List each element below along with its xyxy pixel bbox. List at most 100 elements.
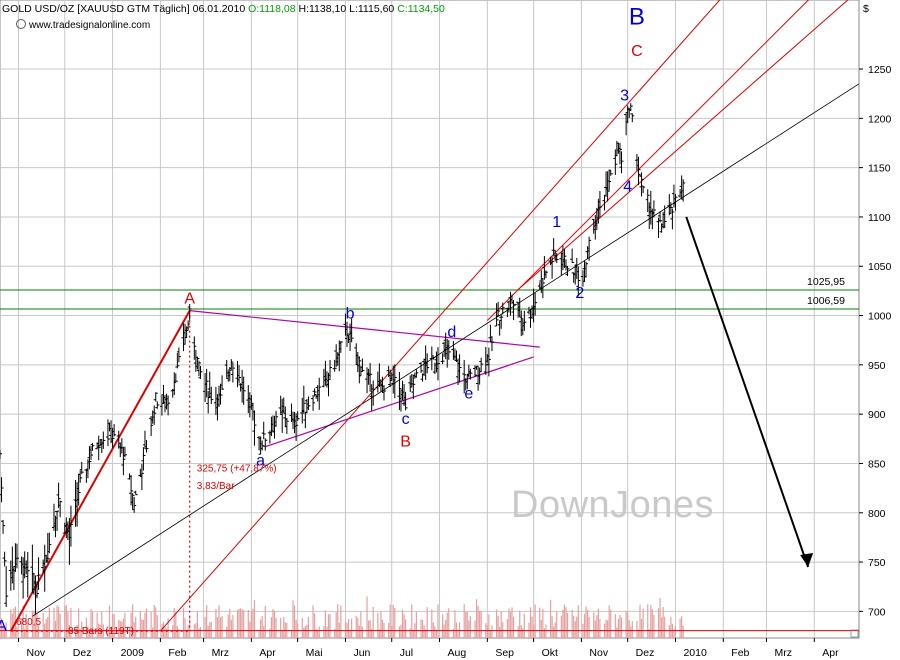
wave-label-B: B bbox=[629, 4, 645, 31]
ohlc-bar bbox=[204, 368, 209, 398]
ohlc-bar bbox=[397, 371, 402, 410]
wave-label-e: e bbox=[464, 385, 473, 402]
ohlc-bar bbox=[576, 266, 581, 297]
ohlc-bar bbox=[597, 191, 602, 219]
wave-label-3: 3 bbox=[620, 88, 629, 105]
source-link[interactable]: www.tradesignalonline.com bbox=[16, 19, 150, 31]
ohlc-bar bbox=[76, 473, 81, 506]
y-tick-label: 1100 bbox=[868, 212, 891, 224]
forecast-arrow-head bbox=[800, 553, 814, 568]
ohlc-bar bbox=[14, 543, 19, 569]
ohlc-bar bbox=[658, 211, 663, 223]
ohlc-bar bbox=[419, 362, 424, 373]
ohlc-bar bbox=[175, 352, 180, 369]
wave-label-1: 1 bbox=[552, 214, 561, 231]
ohlc-bar bbox=[371, 380, 376, 406]
ohlc-bar bbox=[435, 347, 440, 381]
wave-label-a: a bbox=[256, 452, 265, 469]
ohlc-bar bbox=[181, 323, 186, 352]
ohlc-bar bbox=[605, 171, 610, 202]
ohlc-bar bbox=[332, 359, 337, 372]
wave-label-d: d bbox=[447, 324, 456, 341]
ohlc-bar bbox=[227, 366, 232, 382]
ohlc-bar bbox=[403, 391, 408, 411]
ohlc-bar bbox=[500, 302, 505, 315]
ohlc-bar bbox=[230, 362, 235, 383]
ohlc-bar bbox=[457, 354, 462, 383]
ohlc-bar bbox=[411, 374, 416, 399]
ohlc-bar bbox=[195, 356, 200, 370]
corner-resize-icon bbox=[850, 629, 859, 638]
wave-label-A: A bbox=[184, 291, 195, 308]
ohlc-bar bbox=[562, 248, 567, 268]
ohlc-bar bbox=[45, 533, 50, 564]
ohlc-bar bbox=[440, 353, 445, 365]
wave-label-b: b bbox=[346, 306, 355, 323]
quote-date: 06.01.2010 bbox=[192, 3, 246, 15]
ohlc-bar bbox=[608, 169, 613, 176]
level-label: 1025,95 bbox=[807, 276, 845, 288]
ohlc-bar bbox=[511, 299, 516, 321]
y-axis-unit: $ bbox=[863, 3, 869, 15]
ohlc-bar bbox=[328, 360, 333, 379]
wave-label-C: C bbox=[631, 43, 643, 60]
ohlc-bar bbox=[141, 447, 146, 471]
ohlc-bar bbox=[56, 482, 61, 509]
timeframe: Täglich] bbox=[152, 3, 190, 15]
bars-count-text: 85 Bars (119T) bbox=[68, 626, 134, 637]
ohlc-bar bbox=[78, 470, 83, 483]
high-value: H:1138,10 bbox=[298, 3, 347, 15]
ohlc-bar bbox=[47, 532, 52, 554]
ohlc-bar bbox=[479, 357, 484, 372]
ohlc-bar bbox=[311, 395, 316, 411]
x-tick-label: Nov bbox=[589, 647, 608, 659]
ohlc-bar bbox=[540, 278, 545, 299]
ohlc-bar bbox=[382, 385, 387, 401]
volume-histogram bbox=[0, 596, 684, 638]
ohlc-bar bbox=[144, 440, 149, 453]
x-tick-label: 2010 bbox=[683, 647, 707, 659]
ohlc-bar bbox=[306, 396, 311, 411]
x-tick-label: Apr bbox=[259, 647, 276, 659]
y-tick-label: 850 bbox=[868, 458, 886, 470]
ohlc-bar bbox=[551, 238, 556, 256]
ohlc-bar bbox=[446, 340, 451, 360]
ohlc-bar bbox=[533, 293, 538, 316]
ohlc-bar bbox=[241, 376, 246, 405]
ohlc-bar bbox=[2, 551, 7, 567]
ohlc-bar bbox=[554, 253, 559, 264]
ohlc-bar bbox=[587, 236, 592, 261]
ohlc-bar bbox=[607, 169, 612, 191]
ohlc-bar bbox=[261, 421, 266, 440]
ohlc-bar bbox=[312, 388, 317, 397]
ohlc-bar bbox=[522, 310, 527, 331]
ohlc-bar bbox=[274, 410, 279, 427]
ohlc-bar bbox=[613, 149, 618, 175]
chart-header: GOLD USD/OZ [XAUUSD GTM Täglich] 06.01.2… bbox=[2, 3, 445, 15]
ohlc-bar bbox=[326, 372, 331, 397]
x-tick-label: Nov bbox=[27, 647, 46, 659]
ohlc-bar bbox=[494, 303, 499, 327]
ohlc-bar bbox=[176, 347, 181, 363]
ohlc-bar bbox=[186, 320, 191, 331]
plot-frame bbox=[0, 0, 860, 639]
wave-label-A: A bbox=[0, 618, 7, 635]
x-tick-label: Dez bbox=[636, 647, 655, 659]
ohlc-bar bbox=[392, 364, 397, 399]
ohlc-bar bbox=[651, 200, 656, 218]
ohlc-bar bbox=[25, 552, 30, 598]
ohlc-bar bbox=[431, 356, 436, 360]
ohlc-bar bbox=[519, 310, 524, 337]
ohlc-bar bbox=[36, 557, 41, 590]
ohlc-bar bbox=[673, 194, 678, 211]
measure-rate-text: 3,83/Bar bbox=[197, 481, 235, 492]
ohlc-bar bbox=[132, 496, 137, 513]
ohlc-bar bbox=[196, 360, 201, 377]
wave-label-4: 4 bbox=[623, 178, 632, 195]
x-tick-label: Mai bbox=[306, 647, 323, 659]
y-tick-label: 900 bbox=[868, 409, 886, 421]
ohlc-bar bbox=[218, 383, 223, 405]
ohlc-bar bbox=[625, 105, 630, 124]
ohlc-bar bbox=[349, 318, 354, 343]
ohlc-bar bbox=[681, 179, 686, 202]
